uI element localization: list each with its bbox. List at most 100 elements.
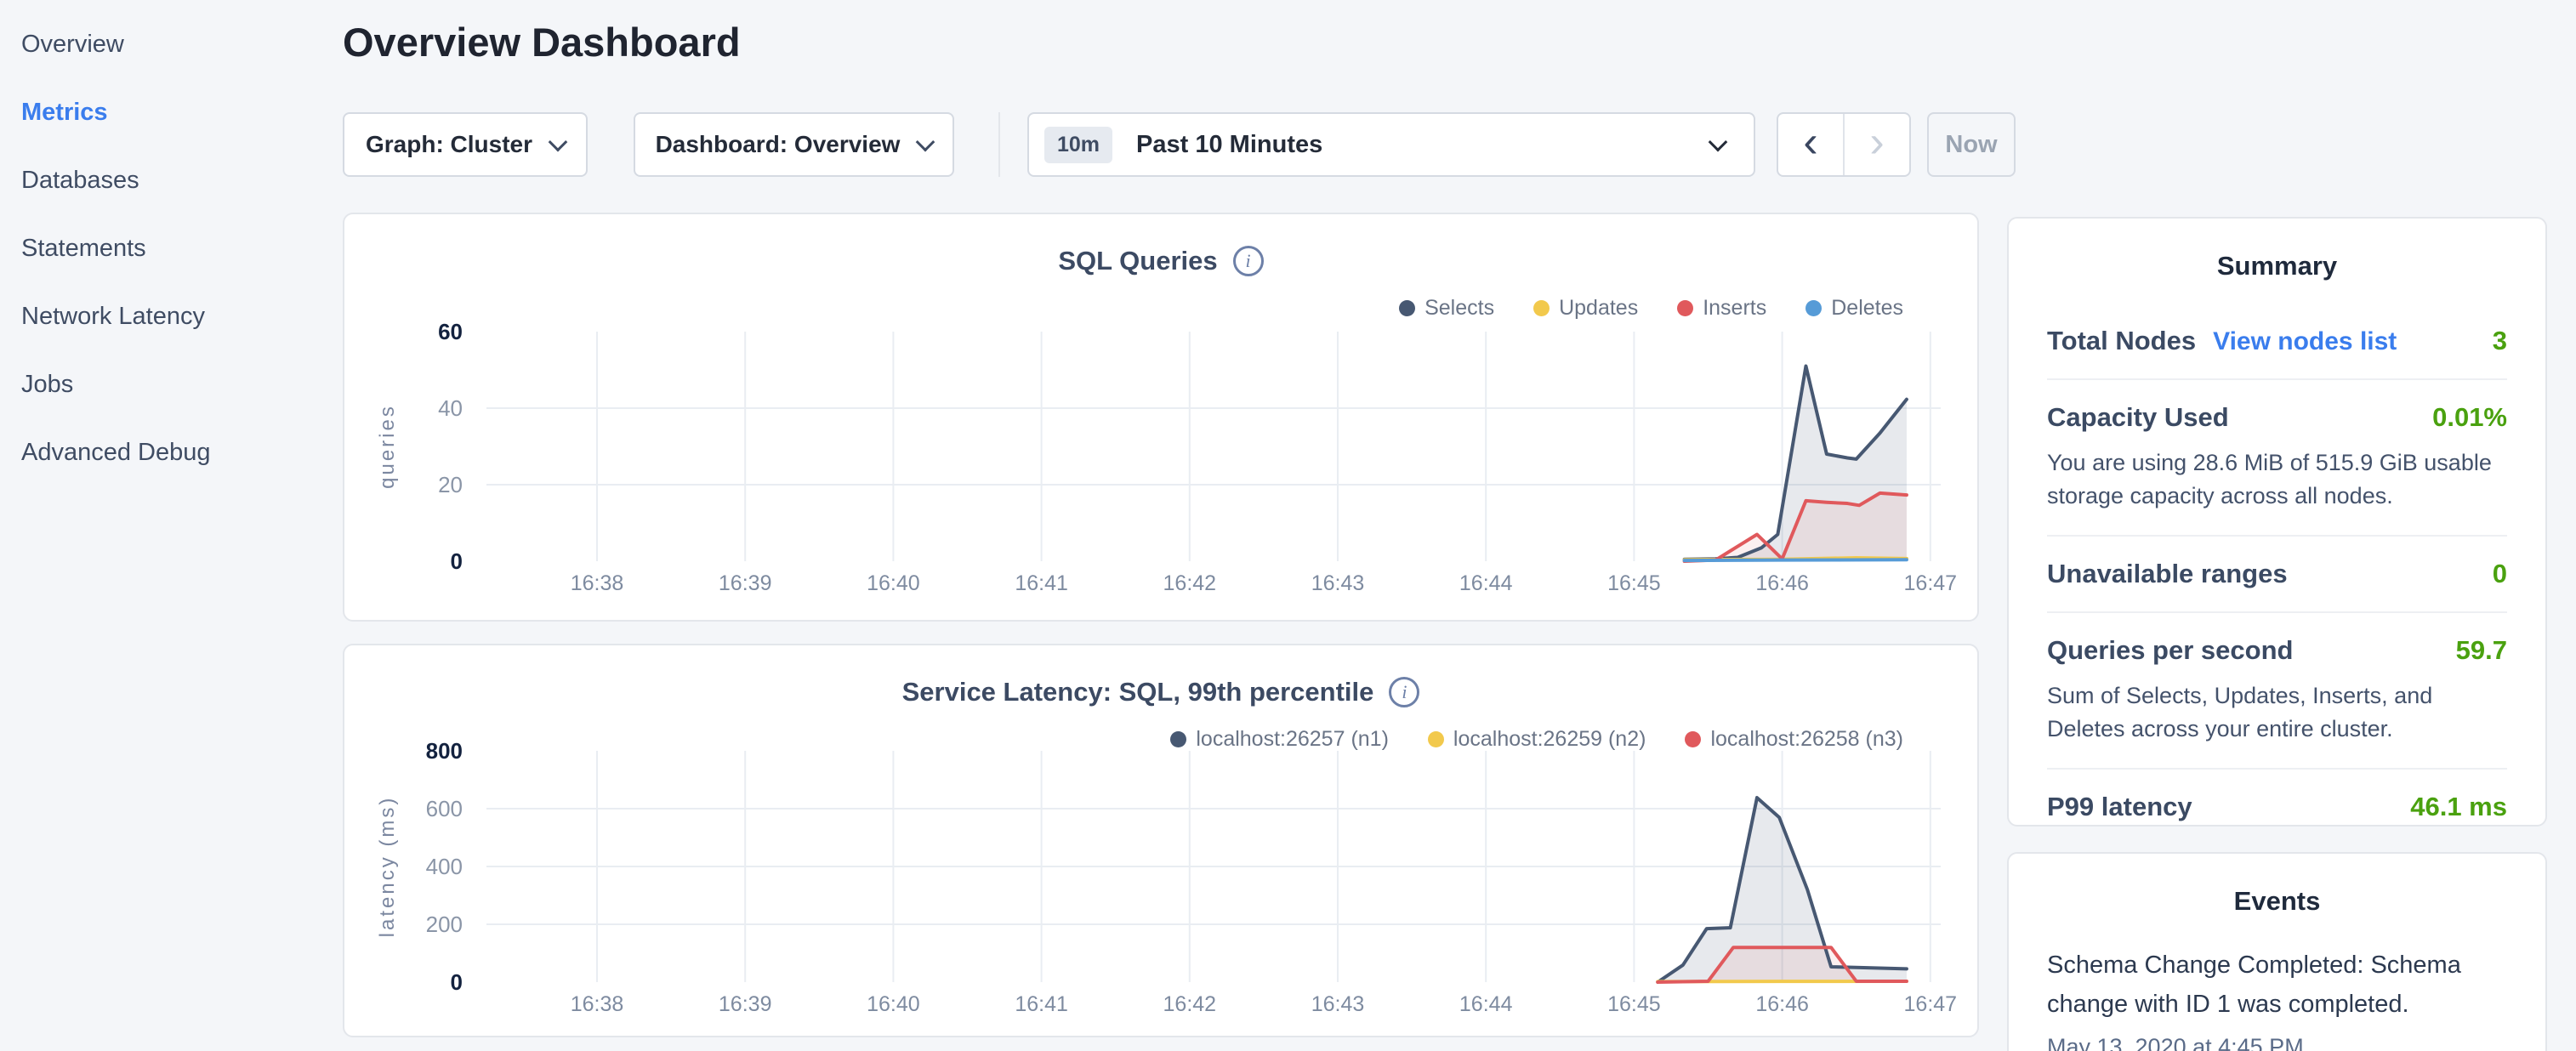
legend-dot [1685, 731, 1701, 747]
svg-text:16:41: 16:41 [1015, 571, 1068, 595]
summary-value: 59.7 [2456, 635, 2507, 666]
legend-dot [1428, 731, 1444, 747]
legend-item: Deletes [1805, 296, 1903, 321]
graph-scope-dropdown[interactable]: Graph: Cluster [343, 112, 588, 177]
svg-text:16:40: 16:40 [867, 571, 920, 595]
summary-label: Queries per second [2047, 635, 2293, 666]
sidebar-item-databases[interactable]: Databases [21, 146, 302, 214]
legend-label: localhost:26257 (n1) [1196, 727, 1389, 752]
time-range-badge: 10m [1044, 127, 1112, 163]
chevron-down-icon [916, 133, 935, 152]
time-range-label: Past 10 Minutes [1136, 131, 1711, 159]
sidebar-item-statements[interactable]: Statements [21, 214, 302, 282]
svg-text:40: 40 [438, 395, 463, 421]
svg-text:16:43: 16:43 [1311, 571, 1365, 595]
chart-legend: localhost:26257 (n1) localhost:26259 (n2… [1170, 727, 1903, 752]
svg-text:16:42: 16:42 [1163, 571, 1217, 595]
svg-text:0: 0 [451, 548, 463, 574]
legend-item: localhost:26259 (n2) [1428, 727, 1646, 752]
svg-text:16:39: 16:39 [719, 571, 772, 595]
svg-text:0: 0 [451, 969, 463, 995]
chart-legend: Selects Updates Inserts Deletes [1399, 296, 1903, 321]
svg-text:200: 200 [426, 912, 463, 937]
view-nodes-list-link[interactable]: View nodes list [2213, 327, 2397, 356]
summary-value: 0.01% [2432, 402, 2507, 433]
page-title: Overview Dashboard [343, 19, 741, 65]
legend-dot [1399, 300, 1415, 316]
legend-dot [1805, 300, 1822, 316]
service-latency-chart-card: Service Latency: SQL, 99th percentile i … [343, 644, 1979, 1037]
svg-text:16:45: 16:45 [1607, 571, 1661, 595]
legend-item: localhost:26258 (n3) [1685, 727, 1903, 752]
sidebar-nav: Overview Metrics Databases Statements Ne… [21, 10, 302, 486]
svg-text:600: 600 [426, 796, 463, 821]
legend-label: Updates [1559, 296, 1638, 321]
sidebar-item-network-latency[interactable]: Network Latency [21, 282, 302, 350]
svg-text:queries: queries [376, 404, 399, 489]
legend-item: Selects [1399, 296, 1494, 321]
dashboard-dropdown[interactable]: Dashboard: Overview [634, 112, 954, 177]
chart-title-row: SQL Queries i [344, 241, 1977, 281]
summary-label: Capacity Used [2047, 402, 2229, 433]
events-panel: Events Schema Change Completed: Schema c… [2007, 852, 2547, 1051]
summary-value: 3 [2493, 326, 2507, 356]
svg-text:16:40: 16:40 [867, 992, 920, 1016]
dashboard-label: Dashboard: Overview [656, 131, 901, 158]
summary-description: You are using 28.6 MiB of 515.9 GiB usab… [2047, 446, 2507, 513]
now-button[interactable]: Now [1927, 112, 2016, 177]
divider [998, 112, 1000, 177]
summary-label: P99 latency [2047, 792, 2192, 822]
sidebar-item-jobs[interactable]: Jobs [21, 350, 302, 418]
sidebar-item-overview[interactable]: Overview [21, 10, 302, 78]
events-title: Events [2009, 886, 2545, 917]
event-message: Schema Change Completed: Schema change w… [2047, 946, 2507, 1024]
summary-title: Summary [2009, 251, 2545, 281]
summary-label: Unavailable ranges [2047, 559, 2288, 589]
svg-text:16:45: 16:45 [1607, 992, 1661, 1016]
svg-text:16:38: 16:38 [571, 992, 624, 1016]
summary-row-queries-per-second: Queries per second 59.7 Sum of Selects, … [2047, 611, 2507, 768]
summary-row-capacity-used: Capacity Used 0.01% You are using 28.6 M… [2047, 378, 2507, 535]
sidebar-item-advanced-debug[interactable]: Advanced Debug [21, 418, 302, 486]
svg-text:16:46: 16:46 [1755, 571, 1809, 595]
summary-row-unavailable-ranges: Unavailable ranges 0 [2047, 535, 2507, 611]
svg-text:16:43: 16:43 [1311, 992, 1365, 1016]
chart-title: SQL Queries [1058, 246, 1217, 276]
info-icon[interactable]: i [1389, 677, 1419, 707]
chevron-down-icon [1709, 133, 1728, 152]
time-step-buttons: ‹ › [1777, 112, 1911, 177]
svg-text:16:47: 16:47 [1904, 992, 1958, 1016]
graph-scope-label: Graph: Cluster [366, 131, 532, 158]
svg-text:16:39: 16:39 [719, 992, 772, 1016]
event-timestamp: May 13, 2020 at 4:45 PM [2047, 1034, 2507, 1051]
next-time-button[interactable]: › [1845, 114, 1909, 175]
svg-text:60: 60 [438, 319, 463, 344]
svg-text:16:44: 16:44 [1459, 571, 1513, 595]
legend-item: localhost:26257 (n1) [1170, 727, 1389, 752]
summary-description: Sum of Selects, Updates, Inserts, and De… [2047, 679, 2507, 746]
svg-text:16:38: 16:38 [571, 571, 624, 595]
legend-item: Updates [1533, 296, 1638, 321]
summary-value: 46.1 ms [2410, 792, 2507, 822]
info-icon[interactable]: i [1233, 246, 1264, 276]
chevron-down-icon [549, 133, 568, 152]
summary-value: 0 [2493, 559, 2507, 589]
legend-dot [1533, 300, 1550, 316]
sql-queries-chart-card: SQL Queries i Selects Updates Inserts De… [343, 213, 1979, 622]
svg-text:16:41: 16:41 [1015, 992, 1068, 1016]
sidebar-item-metrics[interactable]: Metrics [21, 78, 302, 146]
metrics-page: Overview Metrics Databases Statements Ne… [0, 0, 2576, 1051]
summary-row-total-nodes: Total Nodes View nodes list 3 [2047, 304, 2507, 378]
legend-dot [1170, 731, 1186, 747]
svg-text:latency (ms): latency (ms) [376, 796, 399, 938]
time-range-dropdown[interactable]: 10m Past 10 Minutes [1027, 112, 1755, 177]
legend-label: Deletes [1831, 296, 1903, 321]
svg-text:16:47: 16:47 [1904, 571, 1958, 595]
svg-text:16:46: 16:46 [1755, 992, 1809, 1016]
svg-text:20: 20 [438, 472, 463, 497]
previous-time-button[interactable]: ‹ [1778, 114, 1845, 175]
summary-rows: Total Nodes View nodes list 3 Capacity U… [2047, 304, 2507, 844]
summary-panel: Summary Total Nodes View nodes list 3 Ca… [2007, 217, 2547, 827]
event-item[interactable]: Schema Change Completed: Schema change w… [2047, 946, 2507, 1051]
legend-label: Inserts [1703, 296, 1766, 321]
